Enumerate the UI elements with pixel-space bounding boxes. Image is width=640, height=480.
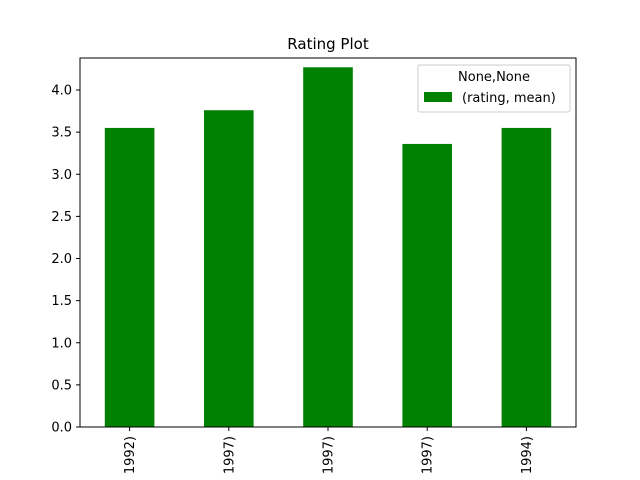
y-tick-label: 2.5 bbox=[51, 210, 72, 225]
y-tick-label: 3.5 bbox=[51, 126, 72, 141]
bar bbox=[303, 67, 353, 427]
x-tick-label: 1994) bbox=[520, 436, 535, 474]
legend-frame bbox=[417, 64, 571, 113]
y-tick-label: 0.0 bbox=[51, 421, 72, 436]
bar bbox=[204, 110, 254, 427]
chart-title: Rating Plot bbox=[287, 35, 369, 53]
y-tick-label: 3.0 bbox=[51, 168, 72, 183]
plot-area: 0.0 0.5 1.0 1.5 2.0 2.5 3.0 3.5 4.0 1992) 1997) 199… bbox=[51, 57, 577, 474]
bar bbox=[402, 143, 452, 427]
y-tick-label: 4.0 bbox=[51, 84, 72, 99]
legend: None,None (rating, mean) bbox=[417, 64, 571, 113]
y-tick-label: 1.5 bbox=[51, 294, 72, 309]
legend-swatch bbox=[424, 92, 452, 102]
bar bbox=[104, 127, 155, 428]
legend-label: (rating, mean) bbox=[462, 91, 556, 106]
bar bbox=[501, 127, 552, 428]
y-tick-label: 0.5 bbox=[51, 378, 72, 393]
x-tick-label: 1997) bbox=[322, 436, 337, 474]
x-tick-label: 1992) bbox=[123, 436, 138, 474]
y-tick-label: 1.0 bbox=[51, 336, 72, 351]
x-tick-label: 1997) bbox=[222, 436, 237, 474]
x-tick-label: 1997) bbox=[421, 436, 436, 474]
y-tick-label: 2.0 bbox=[51, 252, 72, 267]
legend-title: None,None bbox=[458, 70, 530, 85]
